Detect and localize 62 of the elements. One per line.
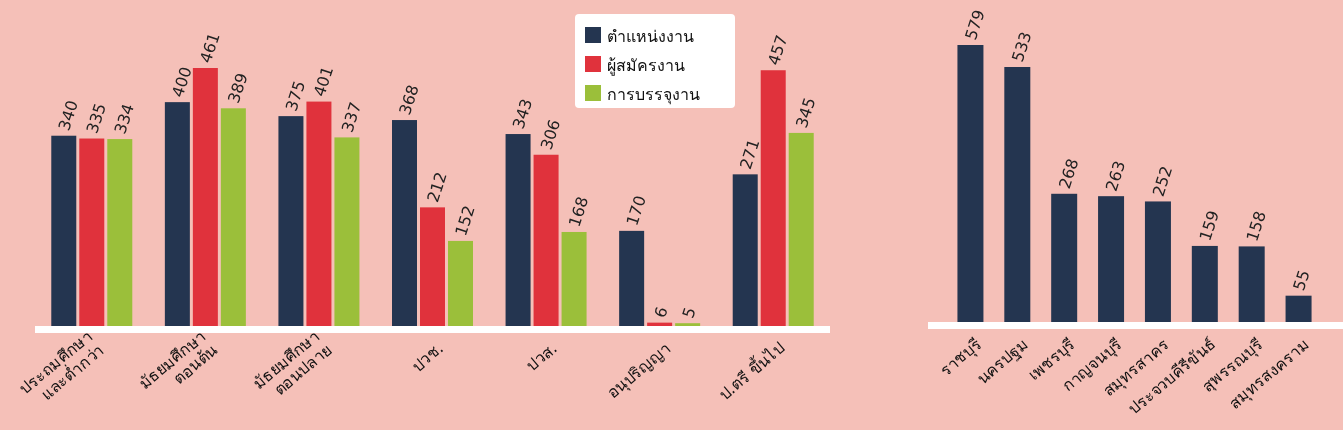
data-label: 375 [281, 78, 310, 114]
bar [957, 45, 984, 322]
bar [164, 102, 190, 326]
bar [107, 139, 133, 326]
data-label: 533 [1008, 29, 1036, 65]
bar [448, 240, 473, 326]
data-label: 152 [451, 203, 479, 239]
data-label: 461 [196, 30, 224, 66]
data-label: 335 [82, 100, 111, 136]
data-label: 168 [564, 194, 593, 230]
data-label: 212 [423, 169, 451, 205]
data-label: 252 [1148, 163, 1177, 199]
data-label: 579 [961, 7, 989, 43]
bar [79, 138, 105, 326]
bar [760, 70, 786, 326]
data-label: 457 [763, 32, 792, 68]
bar [51, 135, 77, 326]
data-label: 334 [110, 101, 139, 137]
bar [561, 231, 587, 326]
bar [619, 230, 645, 326]
bar [1191, 245, 1218, 322]
data-label: 401 [309, 63, 338, 99]
data-label: 400 [168, 64, 196, 100]
data-label: 159 [1195, 208, 1224, 244]
bar [1051, 193, 1078, 322]
bar [1098, 196, 1125, 322]
data-label: 158 [1242, 208, 1270, 244]
legend-label: การบรรจุงาน [607, 85, 700, 105]
bar [420, 207, 445, 326]
bar [1144, 201, 1171, 322]
bar [278, 116, 304, 326]
data-label: 268 [1054, 156, 1083, 192]
data-label: 389 [224, 70, 252, 106]
x-tick-label: ปวส. [522, 338, 561, 375]
data-label: 6 [650, 304, 672, 320]
bar [788, 132, 814, 326]
legend-label: ผู้สมัครงาน [607, 56, 685, 76]
bar [732, 174, 758, 326]
data-label: 343 [508, 96, 537, 132]
bar [1285, 295, 1312, 322]
data-label: 55 [1289, 267, 1314, 293]
bar [1004, 67, 1031, 322]
data-label: 345 [791, 95, 820, 131]
bar [675, 323, 701, 326]
data-label: 337 [337, 99, 366, 135]
data-label: 170 [622, 193, 650, 229]
bar [306, 101, 332, 326]
data-label: 5 [678, 304, 700, 321]
bar [1238, 246, 1265, 322]
bar [192, 68, 218, 326]
bar [392, 120, 417, 326]
bar [533, 154, 559, 326]
x-tick-label: ปวช. [407, 338, 448, 376]
bar [334, 137, 360, 326]
data-label: 271 [735, 136, 764, 172]
bar [220, 108, 246, 326]
data-label: 368 [395, 82, 423, 118]
bar [505, 134, 531, 326]
data-label: 306 [536, 117, 565, 152]
data-label: 263 [1101, 158, 1130, 194]
legend-label: ตำแหน่งงาน [607, 27, 694, 46]
data-label: 340 [54, 98, 83, 133]
